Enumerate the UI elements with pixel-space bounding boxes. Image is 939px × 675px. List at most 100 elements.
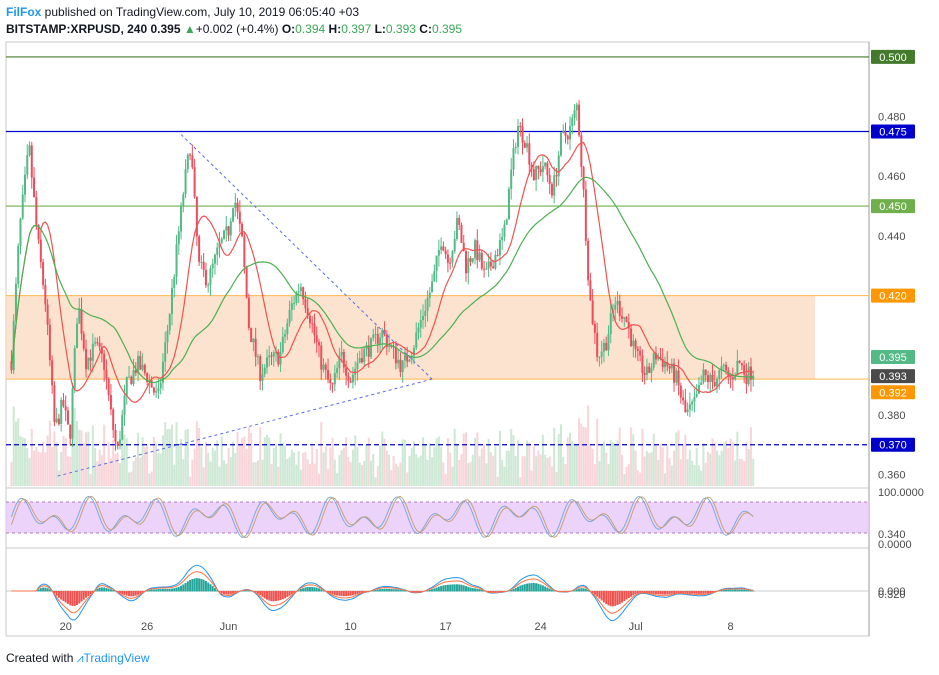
candle — [272, 352, 275, 357]
macd-histogram-bar — [593, 591, 596, 595]
candle — [526, 143, 529, 148]
macd-histogram-bar — [338, 591, 341, 596]
volume-bar — [358, 462, 361, 486]
volume-bar — [700, 470, 703, 486]
level-0.475-tag — [871, 124, 915, 139]
macd-histogram-bar — [91, 591, 94, 593]
volume-bar — [315, 448, 318, 486]
candle — [394, 346, 397, 364]
candle — [747, 366, 750, 385]
macd-histogram-bar — [700, 591, 703, 594]
volume-bar — [711, 438, 714, 486]
candle — [729, 376, 732, 378]
volume-bar — [286, 459, 289, 486]
candle — [390, 345, 393, 347]
candle — [293, 302, 296, 304]
volume-bar — [729, 438, 732, 486]
candle — [220, 238, 223, 243]
candle — [317, 342, 320, 346]
macd-histogram-bar — [460, 584, 463, 592]
volume-bar — [727, 448, 730, 486]
volume-bar — [293, 452, 296, 486]
volume-bar — [693, 465, 696, 486]
volume-bar — [740, 458, 743, 486]
stoch-band — [6, 502, 869, 533]
candle — [587, 240, 590, 281]
candle — [530, 164, 533, 170]
macd-histogram-bar — [575, 589, 578, 592]
macd-histogram-bar — [636, 591, 639, 594]
candle — [492, 266, 495, 269]
volume-bar — [526, 440, 529, 486]
macd-histogram-bar — [333, 591, 336, 595]
macd-histogram-bar — [455, 584, 458, 592]
candle — [73, 348, 76, 389]
volume-bar — [345, 437, 348, 486]
macd-histogram-bar — [107, 588, 110, 592]
tradingview-link[interactable]: TradingView — [83, 651, 150, 665]
candle — [66, 410, 69, 425]
macd-histogram-bar — [150, 589, 153, 592]
macd-histogram-bar — [747, 590, 750, 592]
volume-bar — [408, 456, 411, 486]
volume-bar — [12, 406, 15, 486]
volume-bar — [451, 466, 454, 486]
macd-histogram-bar — [82, 591, 85, 600]
candle — [652, 353, 655, 368]
candle — [80, 309, 83, 334]
volume-bar — [21, 437, 24, 486]
volume-bar — [265, 434, 268, 486]
volume-bar — [403, 439, 406, 486]
candle — [645, 366, 648, 375]
macd-histogram-bar — [112, 589, 115, 592]
volume-bar — [78, 429, 81, 486]
volume-bar — [96, 461, 99, 486]
tradingview-logo-icon[interactable]: ⩘ — [76, 651, 84, 665]
macd-histogram-bar — [128, 591, 131, 597]
candle — [354, 368, 357, 375]
macd-histogram-bar — [731, 589, 734, 592]
volume-bar — [148, 473, 151, 486]
volume-bar — [673, 450, 676, 486]
candle — [634, 340, 637, 349]
macd-histogram-bar — [118, 591, 121, 594]
candle — [553, 175, 556, 196]
volume-bar — [275, 444, 278, 486]
author-name[interactable]: FilFox — [6, 5, 42, 19]
volume-bar — [134, 457, 137, 486]
macd-histogram-bar — [440, 585, 443, 592]
volume-bar — [399, 462, 402, 486]
volume-bar — [261, 459, 264, 486]
volume-bar — [426, 459, 429, 486]
volume-bar — [37, 451, 40, 486]
macd-histogram-bar — [489, 591, 492, 593]
volume-bar — [437, 436, 440, 486]
candle — [302, 287, 305, 300]
volume-bar — [354, 435, 357, 486]
volume-bar — [109, 458, 112, 486]
macd-histogram-bar — [349, 591, 352, 596]
volume-bar — [745, 441, 748, 486]
volume-bar — [164, 421, 167, 486]
candle — [166, 330, 169, 343]
x-tick-label: 10 — [345, 621, 357, 633]
macd-histogram-bar — [417, 591, 420, 593]
candle — [331, 383, 334, 385]
volume-bar — [173, 464, 176, 486]
macd-histogram-bar — [168, 588, 171, 592]
candle — [480, 252, 483, 269]
macd-histogram-bar — [356, 591, 359, 595]
volume-bar — [349, 461, 352, 486]
volume-bar — [42, 441, 45, 486]
candle — [636, 348, 639, 351]
candle — [64, 406, 67, 411]
candle — [189, 154, 192, 156]
macd-histogram-bar — [514, 587, 517, 592]
candle — [26, 154, 29, 175]
candle — [367, 345, 370, 357]
candle — [474, 240, 477, 259]
candle — [442, 246, 445, 251]
candle — [564, 131, 567, 136]
candle — [718, 370, 721, 380]
